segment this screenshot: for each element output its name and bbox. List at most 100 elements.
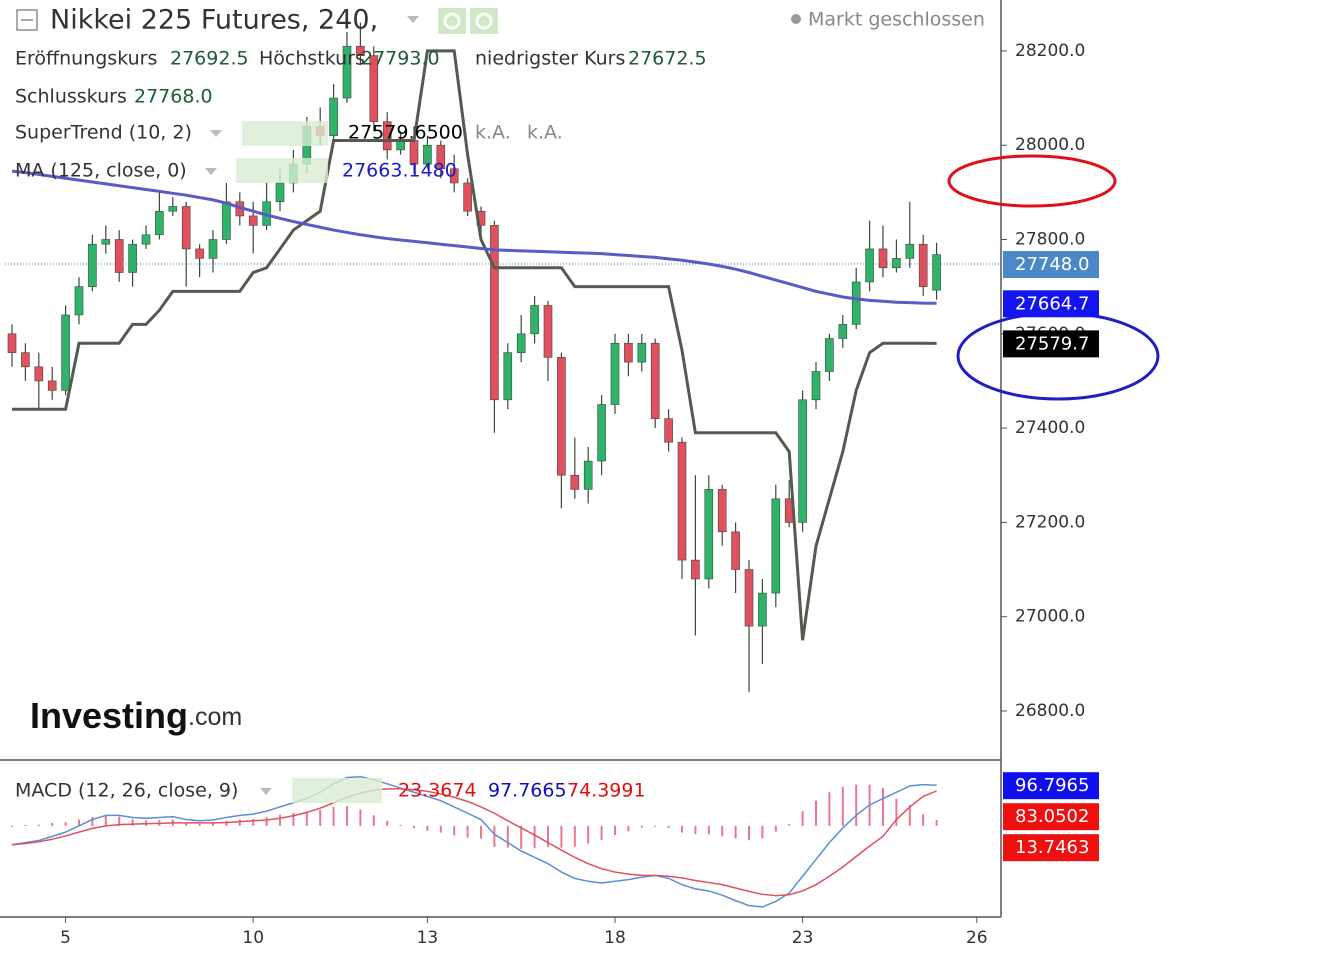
candle-body <box>275 182 285 203</box>
legend-label: Schlusskurs <box>15 86 127 108</box>
histogram-bar <box>761 825 764 839</box>
candle-body <box>490 225 499 401</box>
candle-body <box>208 239 218 259</box>
x-tick-label: 26 <box>966 928 988 948</box>
candle-body <box>664 418 673 443</box>
collapse-icon[interactable] <box>16 9 38 31</box>
histogram-bar <box>801 811 804 826</box>
y-tick-label: 27400.0 <box>1015 418 1085 438</box>
price-marker <box>1003 330 1099 358</box>
candle-body <box>342 45 352 99</box>
indicator-icons[interactable] <box>236 121 382 803</box>
indicator-value: 27579.6500 <box>348 122 463 144</box>
histogram-bar <box>748 825 750 841</box>
histogram-bar <box>372 815 375 826</box>
histogram-bar <box>908 804 911 826</box>
histogram-bar <box>466 825 469 838</box>
candle-body <box>155 210 164 236</box>
candle-body <box>101 239 111 245</box>
candle-body <box>744 569 754 627</box>
y-tick-label: 27800.0 <box>1015 230 1085 250</box>
macd-marker-label: 83.0502 <box>1015 806 1089 827</box>
histogram-bar <box>654 825 657 827</box>
indicator-name: SuperTrend (10, 2) <box>15 122 192 144</box>
histogram-bar <box>131 819 134 826</box>
candle-body <box>905 243 915 259</box>
y-tick-label: 26800.0 <box>1015 701 1085 721</box>
histogram-bar <box>828 792 831 826</box>
indicator-icons[interactable] <box>236 158 328 183</box>
candle-body <box>771 498 781 594</box>
histogram-bar <box>359 809 362 826</box>
histogram-bar <box>104 815 107 826</box>
indicator-value: 27663.1480 <box>342 160 457 182</box>
macd-marker <box>1003 772 1099 800</box>
y-tick-label: 27200.0 <box>1015 512 1085 532</box>
candle-body <box>637 342 647 363</box>
histogram-bar <box>265 817 268 826</box>
macd-marker-label: 13.7463 <box>1015 837 1089 858</box>
candle-body <box>114 239 124 273</box>
histogram-bar <box>922 814 925 826</box>
indicator-icons[interactable] <box>292 778 382 803</box>
settings-icon[interactable] <box>438 8 466 34</box>
histogram-bar <box>319 809 322 826</box>
dropdown <box>260 788 272 795</box>
legend-value: 27793.0 <box>361 48 440 70</box>
histogram-bar <box>506 825 509 848</box>
dropdown <box>210 130 222 137</box>
chart-title: Nikkei 225 Futures, 240, <box>50 5 378 36</box>
x-tick-label: 13 <box>417 928 439 948</box>
histogram-bar <box>640 825 643 828</box>
candle-body <box>865 248 874 283</box>
annotation-ellipse <box>947 154 1117 208</box>
candle-body <box>918 243 928 287</box>
market-status: Markt geschlossen <box>808 9 985 31</box>
histogram-bar <box>332 806 335 826</box>
histogram-bar <box>305 811 308 826</box>
candle-body <box>731 531 740 570</box>
legend-value: 27692.5 <box>170 48 249 70</box>
histogram-bar <box>573 825 576 847</box>
legend-value: 27672.5 <box>628 48 707 70</box>
histogram-bar <box>118 816 121 826</box>
histogram-bar <box>439 825 442 833</box>
candle-body <box>74 286 84 316</box>
candle-body <box>811 371 821 401</box>
histogram-bar <box>238 819 241 826</box>
histogram-bar <box>91 817 94 826</box>
histogram-bar <box>292 812 295 826</box>
histogram-bar <box>24 825 27 827</box>
candle-body <box>88 243 97 287</box>
histogram-bar <box>681 825 683 833</box>
histogram-bar <box>279 814 281 826</box>
settings-icon <box>475 12 493 30</box>
histogram-bar <box>667 825 670 828</box>
histogram-bar <box>399 825 402 827</box>
macd-line <box>11 775 937 908</box>
y-tick-label: 28000.0 <box>1015 135 1085 155</box>
settings-icon[interactable] <box>470 8 498 34</box>
candle-body <box>530 305 539 335</box>
candle-body <box>583 460 593 490</box>
candle-body <box>21 352 30 368</box>
x-tick-label: 23 <box>792 928 814 948</box>
macd-legend-value: 97.7665 <box>488 780 567 802</box>
indicator-icons[interactable] <box>242 121 328 146</box>
status-dot <box>791 14 801 24</box>
histogram-bar <box>707 825 710 835</box>
histogram-bar <box>386 820 389 826</box>
logo: Investing.com <box>30 695 242 736</box>
candle-body <box>798 399 807 523</box>
dropdown[interactable] <box>407 16 419 23</box>
histogram-bar <box>841 786 844 826</box>
histogram-bar <box>627 825 630 832</box>
histogram-bar <box>815 800 817 826</box>
candle-body <box>892 258 901 269</box>
legend-value: 27768.0 <box>134 86 213 108</box>
indicator-line <box>12 49 937 641</box>
candle-body <box>47 380 57 391</box>
histogram-bar <box>734 825 737 839</box>
